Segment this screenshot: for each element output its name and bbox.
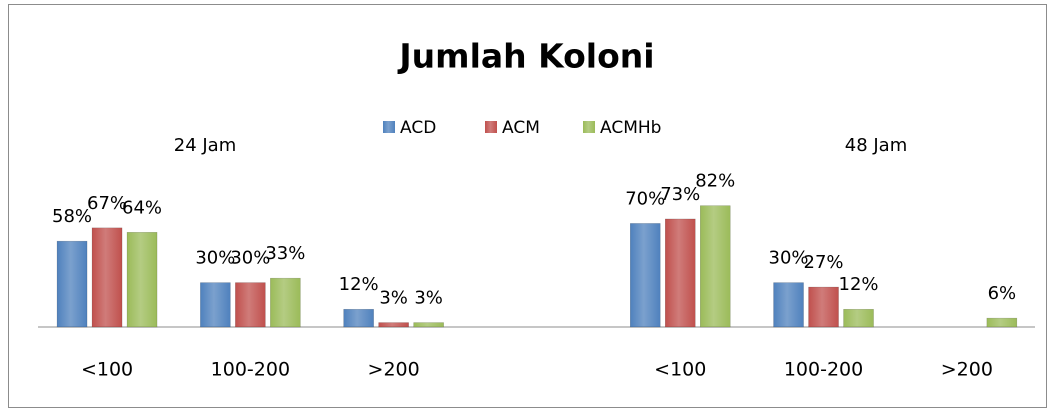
x-tick-label: 100-200 (784, 359, 863, 381)
x-tick-label: 100-200 (211, 359, 290, 381)
bar (773, 282, 804, 328)
data-label: 12% (339, 274, 379, 295)
bar (808, 286, 839, 328)
bar (343, 308, 374, 328)
chart-frame (8, 4, 1047, 408)
data-label: 67% (87, 193, 127, 214)
legend-swatch (583, 121, 595, 133)
data-label: 30% (769, 248, 809, 269)
data-label: 64% (122, 197, 162, 218)
bar (91, 227, 123, 328)
data-label: 3% (379, 288, 408, 309)
data-label: 58% (52, 206, 92, 227)
bar (378, 322, 409, 328)
data-label: 6% (988, 283, 1017, 304)
data-label: 12% (839, 274, 879, 295)
chart-title: Jumlah Koloni (397, 37, 654, 76)
data-label: 27% (804, 252, 844, 273)
legend-label: ACMHb (600, 118, 661, 138)
data-label: 82% (695, 171, 735, 192)
bar (413, 322, 444, 328)
bar (843, 308, 874, 328)
x-tick-label: >200 (368, 359, 420, 381)
x-tick-label: <100 (81, 359, 133, 381)
bar (200, 282, 231, 328)
bar (270, 277, 301, 328)
legend-label: ACM (502, 118, 540, 138)
data-label: 30% (195, 248, 235, 269)
data-label: 70% (625, 188, 665, 209)
bar (665, 218, 696, 328)
bar (126, 232, 158, 328)
bar (700, 205, 731, 328)
legend-swatch (383, 121, 395, 133)
data-label: 30% (230, 248, 270, 269)
x-tick-label: >200 (941, 359, 993, 381)
data-label: 3% (414, 288, 443, 309)
legend-label: ACD (400, 118, 436, 138)
x-tick-label: <100 (654, 359, 706, 381)
data-label: 73% (660, 184, 700, 205)
annotation: 24 Jam (174, 135, 237, 156)
annotation: 48 Jam (845, 135, 908, 156)
data-label: 33% (265, 243, 305, 264)
bar (56, 240, 88, 328)
bar (986, 317, 1018, 328)
legend-swatch (485, 121, 497, 133)
bar (630, 223, 661, 328)
bar (235, 282, 266, 328)
